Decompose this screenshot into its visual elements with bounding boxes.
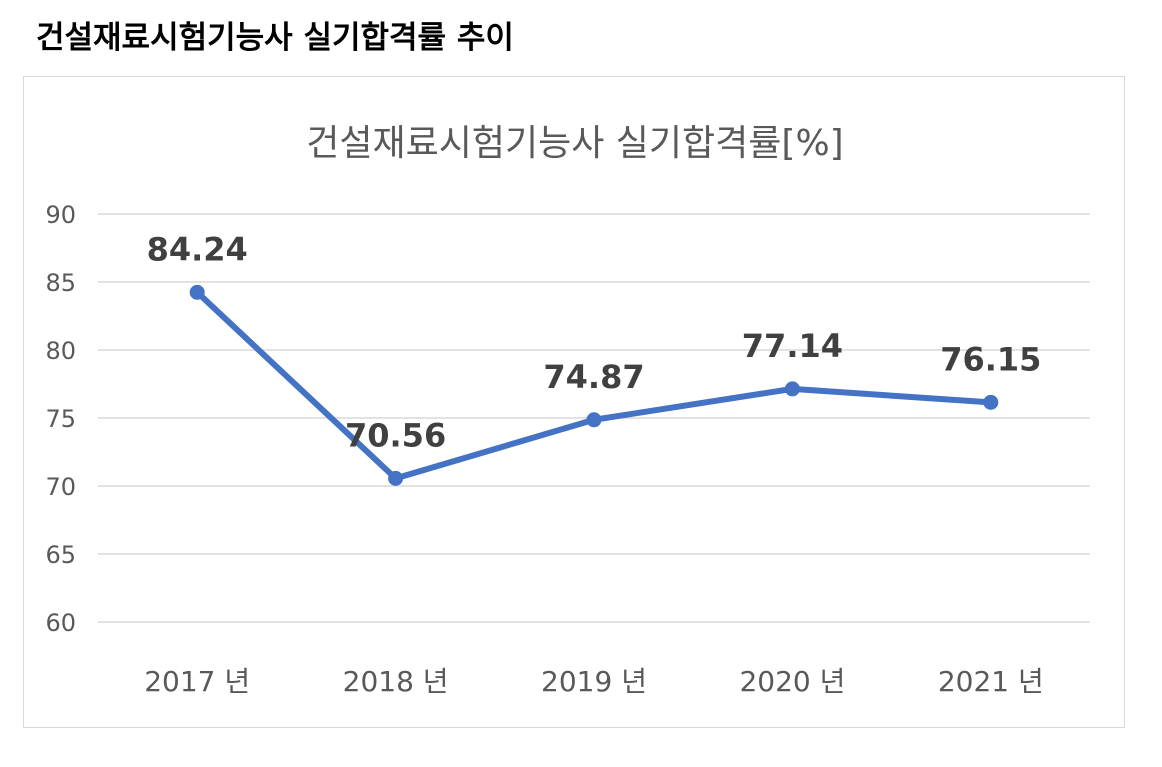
x-tick-label: 2021 년 — [938, 665, 1044, 698]
gridlines — [98, 213, 1090, 623]
y-tick-label: 85 — [45, 269, 76, 297]
y-tick-label: 70 — [45, 473, 76, 501]
x-tick-label: 2019 년 — [541, 665, 647, 698]
data-point — [388, 470, 404, 486]
y-tick-label: 75 — [45, 405, 76, 433]
data-label: 74.87 — [543, 358, 644, 396]
x-tick-label: 2017 년 — [144, 665, 250, 698]
data-point — [586, 412, 602, 428]
chart-title: 건설재료시험기능사 실기합격률[%] — [306, 123, 843, 164]
x-axis-ticks: 2017 년 2018 년 2019 년 2020 년 2021 년 — [144, 665, 1044, 698]
data-label: 77.14 — [742, 327, 843, 365]
x-tick-label: 2020 년 — [739, 665, 845, 698]
data-point — [784, 381, 800, 397]
y-tick-label: 90 — [45, 201, 76, 229]
y-axis-ticks: 60 65 70 75 80 85 90 — [45, 201, 76, 637]
page-heading: 건설재료시험기능사 실기합격률 추이 — [36, 20, 514, 56]
data-points — [189, 284, 999, 486]
data-point — [189, 284, 205, 300]
data-label: 70.56 — [345, 416, 446, 454]
data-label: 76.15 — [940, 340, 1041, 378]
y-tick-label: 80 — [45, 337, 76, 365]
y-tick-label: 60 — [45, 609, 76, 637]
data-point — [983, 394, 999, 410]
data-label: 84.24 — [147, 230, 248, 268]
line-chart: 건설재료시험기능사 실기합격률[%] 60 65 70 75 80 85 90 2017 년… — [45, 123, 1090, 698]
data-labels: 84.24 70.56 74.87 77.14 76.15 — [147, 230, 1042, 454]
y-tick-label: 65 — [45, 541, 76, 569]
chart-frame: 건설재료시험기능사 실기합격률[%] 60 65 70 75 80 85 90 2017 년… — [23, 76, 1125, 728]
x-tick-label: 2018 년 — [343, 665, 449, 698]
